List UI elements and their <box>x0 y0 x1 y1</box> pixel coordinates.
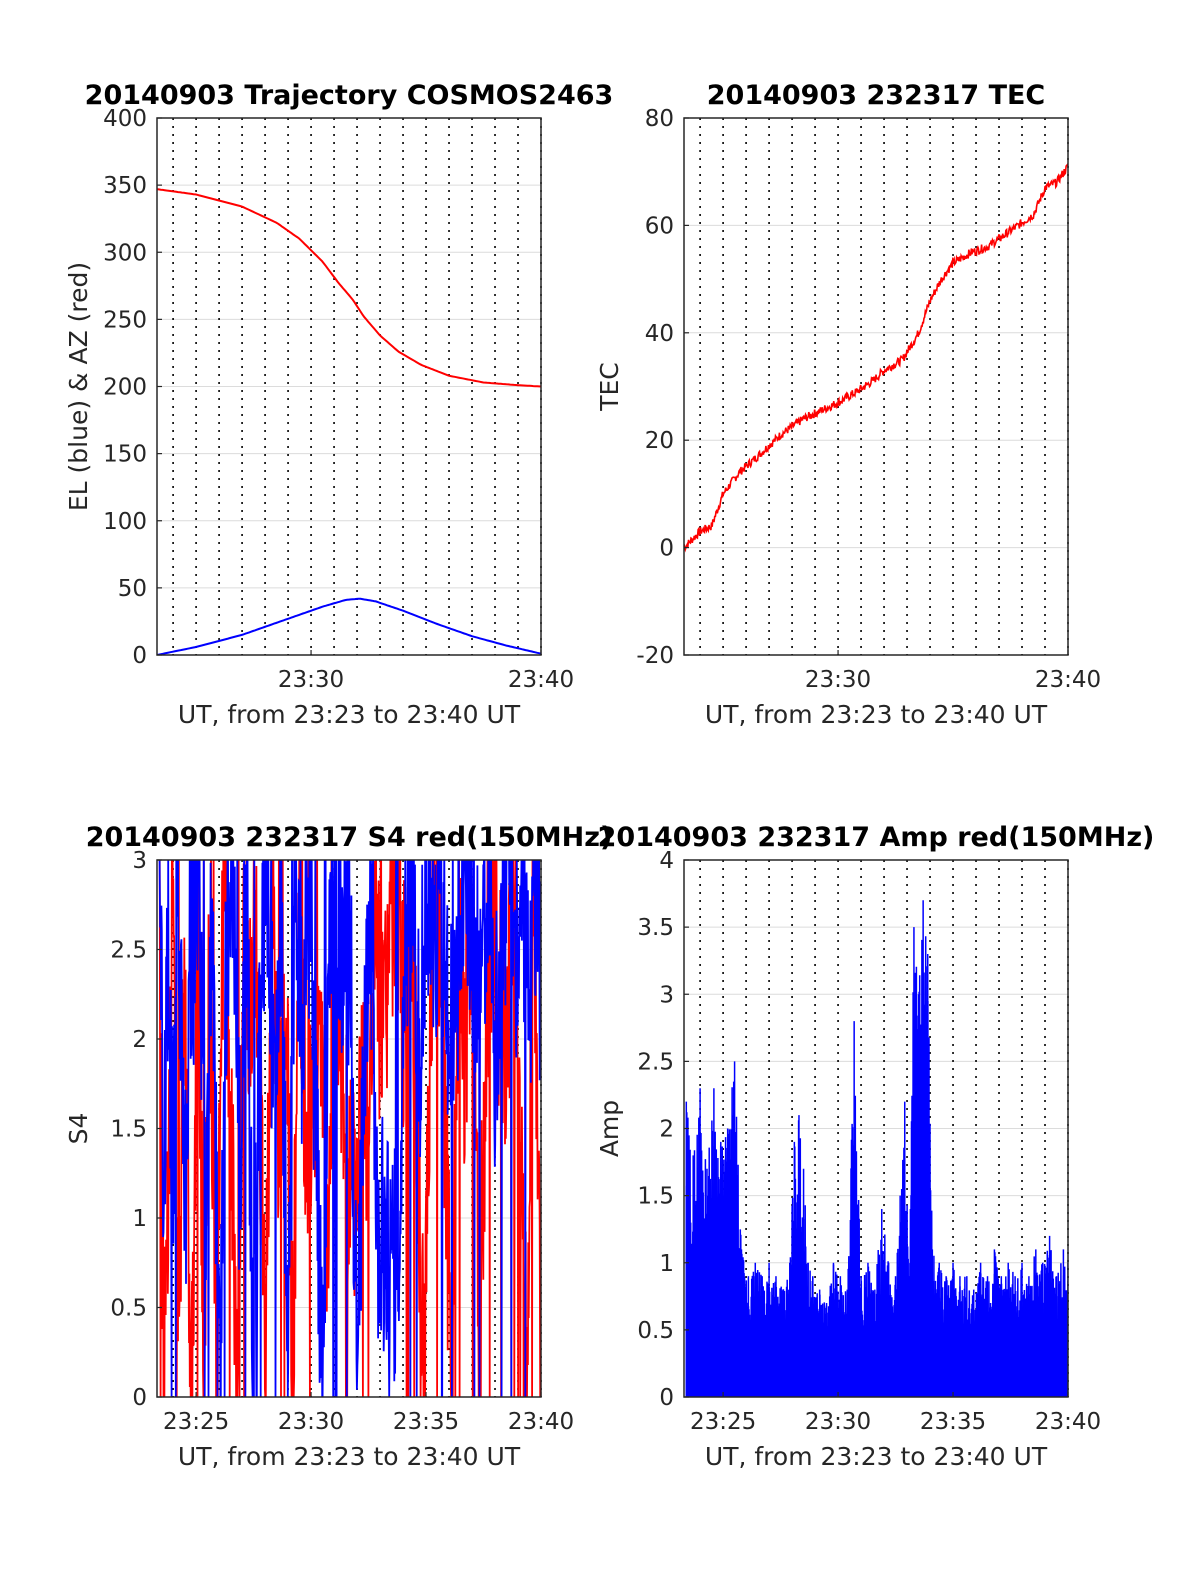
x-axis-label: UT, from 23:23 to 23:40 UT <box>178 1442 521 1471</box>
chart-title: 20140903 Trajectory COSMOS2463 <box>85 80 614 111</box>
y-tick-label: 60 <box>645 213 674 239</box>
x-tick-label: 23:30 <box>278 1409 344 1435</box>
x-tick-label: 23:40 <box>1035 1409 1101 1435</box>
y-tick-label: 0 <box>132 1385 147 1411</box>
y-tick-label: 2.5 <box>110 938 147 964</box>
y-tick-label: 0 <box>659 536 674 562</box>
y-tick-label: 20 <box>645 428 674 454</box>
x-tick-label: 23:25 <box>163 1409 229 1435</box>
series-line <box>157 597 541 655</box>
chart-s4: 0 0.5 1 1.5 2 2.5 3 23:25 23:30 23:35 23:40 2014090… <box>64 822 613 1471</box>
y-axis-label: TEC <box>595 362 624 412</box>
y-tick-label: 350 <box>103 173 147 199</box>
y-tick-label: 2 <box>659 1117 674 1143</box>
y-tick-label: -20 <box>636 643 674 669</box>
y-tick-label: 1.5 <box>637 1184 674 1210</box>
y-axis-label: S4 <box>64 1113 93 1145</box>
x-axis-label: UT, from 23:23 to 23:40 UT <box>705 1442 1048 1471</box>
x-axis-label: UT, from 23:23 to 23:40 UT <box>178 700 521 729</box>
series-line <box>684 162 1068 553</box>
series-line <box>157 188 541 388</box>
y-tick-label: 0 <box>132 643 147 669</box>
y-tick-label: 300 <box>103 240 147 266</box>
chart-tec: -20 0 20 40 60 80 23:30 23:40 20140903 232317 TE… <box>595 80 1101 729</box>
y-tick-label: 2.5 <box>637 1049 674 1075</box>
chart-title: 20140903 232317 Amp red(150MHz) <box>598 822 1155 853</box>
x-tick-label: 23:30 <box>805 667 871 693</box>
chart-title: 20140903 232317 S4 red(150MHz) <box>86 822 613 853</box>
y-tick-label: 80 <box>645 106 674 132</box>
y-tick-label: 100 <box>103 509 147 535</box>
chart-trajectory: 0 50 100 150 200 250 300 350 400 23:30 23:40 201409… <box>64 80 613 729</box>
y-tick-label: 0.5 <box>637 1318 674 1344</box>
y-tick-label: 1 <box>659 1251 674 1277</box>
y-tick-label: 0.5 <box>110 1296 147 1322</box>
x-tick-label: 23:40 <box>508 1409 574 1435</box>
y-axis-label: EL (blue) & AZ (red) <box>64 262 93 511</box>
y-tick-label: 3.5 <box>637 915 674 941</box>
plot-area <box>158 860 541 1397</box>
x-tick-label: 23:35 <box>920 1409 986 1435</box>
x-tick-label: 23:25 <box>690 1409 756 1435</box>
x-axis-label: UT, from 23:23 to 23:40 UT <box>705 700 1048 729</box>
series-line <box>158 860 541 1397</box>
y-tick-label: 50 <box>118 576 147 602</box>
x-tick-label: 23:30 <box>805 1409 871 1435</box>
series-line <box>158 860 541 1397</box>
y-tick-label: 1.5 <box>110 1117 147 1143</box>
y-tick-label: 3 <box>132 848 147 874</box>
y-tick-label: 2 <box>132 1027 147 1053</box>
plot-area <box>157 188 541 655</box>
y-tick-label: 4 <box>659 848 674 874</box>
y-tick-label: 150 <box>103 442 147 468</box>
plot-area <box>685 900 1068 1397</box>
y-tick-label: 250 <box>103 307 147 333</box>
y-tick-label: 1 <box>132 1206 147 1232</box>
y-axis-label: Amp <box>595 1100 624 1157</box>
y-tick-label: 200 <box>103 375 147 401</box>
y-tick-label: 400 <box>103 106 147 132</box>
chart-title: 20140903 232317 TEC <box>707 80 1046 111</box>
x-tick-label: 23:35 <box>393 1409 459 1435</box>
axes-box <box>683 117 1069 656</box>
y-tick-label: 40 <box>645 321 674 347</box>
y-tick-label: 0 <box>659 1385 674 1411</box>
x-tick-label: 23:40 <box>508 667 574 693</box>
y-tick-label: 3 <box>659 982 674 1008</box>
x-tick-label: 23:40 <box>1035 667 1101 693</box>
chart-amp: 0 0.5 1 1.5 2 2.5 3 3.5 4 23:25 23:30 23:35 23:40 201… <box>595 822 1154 1471</box>
series-line <box>685 936 1068 1397</box>
x-tick-label: 23:30 <box>278 667 344 693</box>
plot-area <box>684 162 1068 553</box>
